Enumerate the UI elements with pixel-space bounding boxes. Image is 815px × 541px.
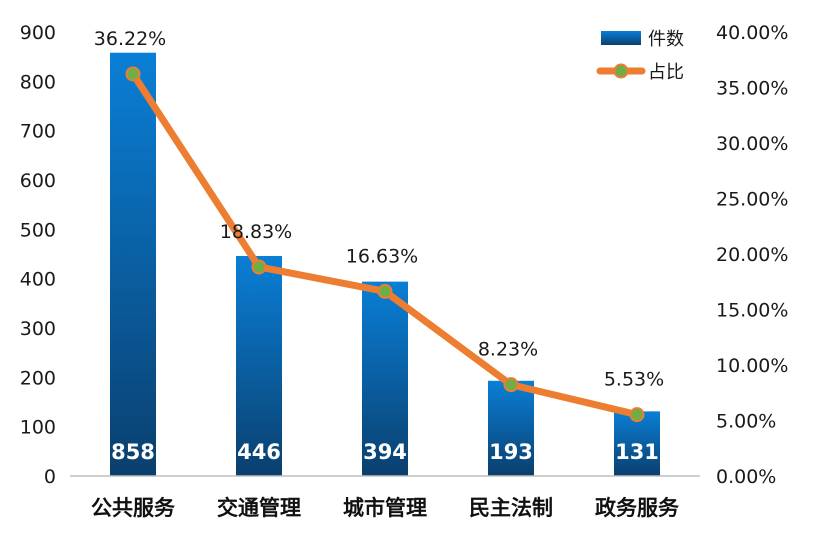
- bar-value-label: 131: [615, 440, 659, 464]
- y2-tick-label: 35.00%: [716, 78, 788, 100]
- y-tick-label: 100: [20, 417, 56, 439]
- line-value-label: 8.23%: [478, 339, 538, 361]
- y-tick-label: 800: [20, 71, 56, 93]
- line-marker: [377, 283, 393, 299]
- y-axis-right: 0.00% 5.00% 10.00% 15.00% 20.00% 25.00% 30.00%…: [716, 22, 788, 488]
- y2-tick-label: 20.00%: [716, 244, 788, 266]
- bar-series: 858 446 394 193 131: [110, 52, 660, 476]
- line-marker: [251, 259, 267, 275]
- y-tick-label: 300: [20, 318, 56, 340]
- x-axis: 公共服务 交通管理 城市管理 民主法制 政务服务: [91, 496, 680, 520]
- legend-label-line: 占比: [648, 62, 684, 83]
- legend-label-bar: 件数: [648, 29, 684, 50]
- y-tick-label: 200: [20, 367, 56, 389]
- legend-swatch-bar: [601, 31, 641, 45]
- bar: [488, 380, 534, 476]
- y-tick-label: 600: [20, 170, 56, 192]
- y2-tick-label: 10.00%: [716, 355, 788, 377]
- x-tick-label: 城市管理: [343, 496, 427, 520]
- y2-tick-label: 15.00%: [716, 300, 788, 322]
- line-series: 36.22% 18.83% 16.63% 8.23% 5.53%: [94, 28, 664, 423]
- line-value-label: 36.22%: [94, 28, 166, 50]
- bar: [110, 52, 156, 476]
- y-tick-label: 500: [20, 219, 56, 241]
- y-tick-label: 400: [20, 269, 56, 291]
- x-tick-label: 交通管理: [217, 496, 301, 520]
- legend-marker: [613, 63, 629, 79]
- y-tick-label: 900: [20, 22, 56, 44]
- bar-value-label: 394: [363, 440, 407, 464]
- x-tick-label: 民主法制: [469, 496, 553, 520]
- x-tick-label: 公共服务: [91, 496, 176, 520]
- y-tick-label: 0: [44, 466, 56, 488]
- y-axis-left: 0 100 200 300 400 500 600 700 800 900: [20, 22, 56, 488]
- line-marker: [125, 66, 141, 82]
- line-value-label: 18.83%: [220, 221, 292, 243]
- bar-value-label: 858: [111, 440, 155, 464]
- y2-tick-label: 40.00%: [716, 22, 788, 44]
- x-tick-label: 政务服务: [595, 496, 680, 520]
- bar: [236, 255, 282, 476]
- y2-tick-label: 30.00%: [716, 133, 788, 155]
- bar-value-label: 193: [489, 440, 533, 464]
- bar: [614, 411, 660, 476]
- y2-tick-label: 25.00%: [716, 189, 788, 211]
- line-value-label: 16.63%: [346, 245, 418, 267]
- line-marker: [503, 377, 519, 393]
- y2-tick-label: 0.00%: [716, 466, 776, 488]
- y-tick-label: 700: [20, 121, 56, 143]
- bar-value-label: 446: [237, 440, 281, 464]
- bar: [362, 281, 408, 476]
- line-value-label: 5.53%: [604, 369, 664, 391]
- line-marker: [629, 407, 645, 423]
- y2-tick-label: 5.00%: [716, 411, 776, 433]
